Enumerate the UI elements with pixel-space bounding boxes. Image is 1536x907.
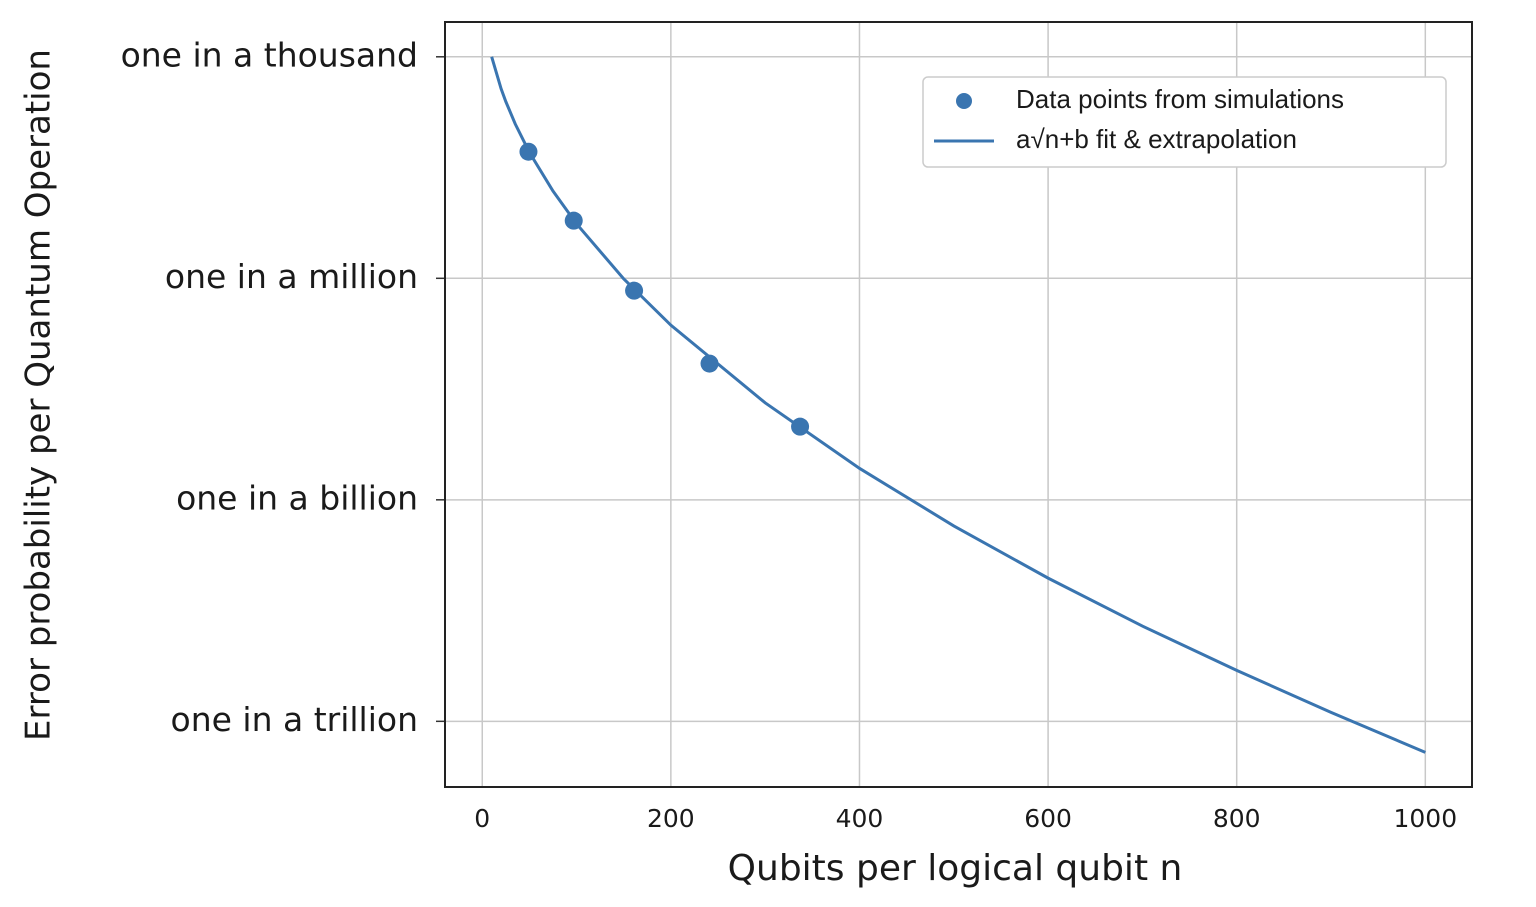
x-tick-label: 800: [1213, 804, 1261, 833]
legend-label: Data points from simulations: [1016, 84, 1344, 114]
data-point: [791, 417, 810, 436]
legend-marker: [956, 93, 972, 109]
y-tick-label: one in a million: [165, 257, 418, 296]
plot-frame: [444, 21, 1473, 788]
y-tick-label: one in a thousand: [121, 35, 418, 74]
legend-box: [922, 76, 1447, 168]
x-tick-label: 1000: [1394, 804, 1458, 833]
x-tick-label: 600: [1024, 804, 1072, 833]
x-tick-label: 200: [647, 804, 695, 833]
data-point: [564, 211, 583, 230]
fit-line: [490, 56, 1426, 754]
legend-label: a√n+b fit & extrapolation: [1016, 124, 1297, 154]
data-point: [700, 354, 719, 373]
data-point: [625, 281, 644, 300]
x-axis-label: Qubits per logical qubit n: [728, 848, 1183, 889]
data-point: [519, 142, 538, 161]
y-axis-label: Error probability per Quantum Operation: [19, 49, 59, 741]
y-tick-label: one in a billion: [176, 478, 418, 517]
x-tick-label: 0: [474, 804, 490, 833]
y-tick-label: one in a trillion: [171, 700, 418, 739]
x-tick-label: 400: [836, 804, 884, 833]
